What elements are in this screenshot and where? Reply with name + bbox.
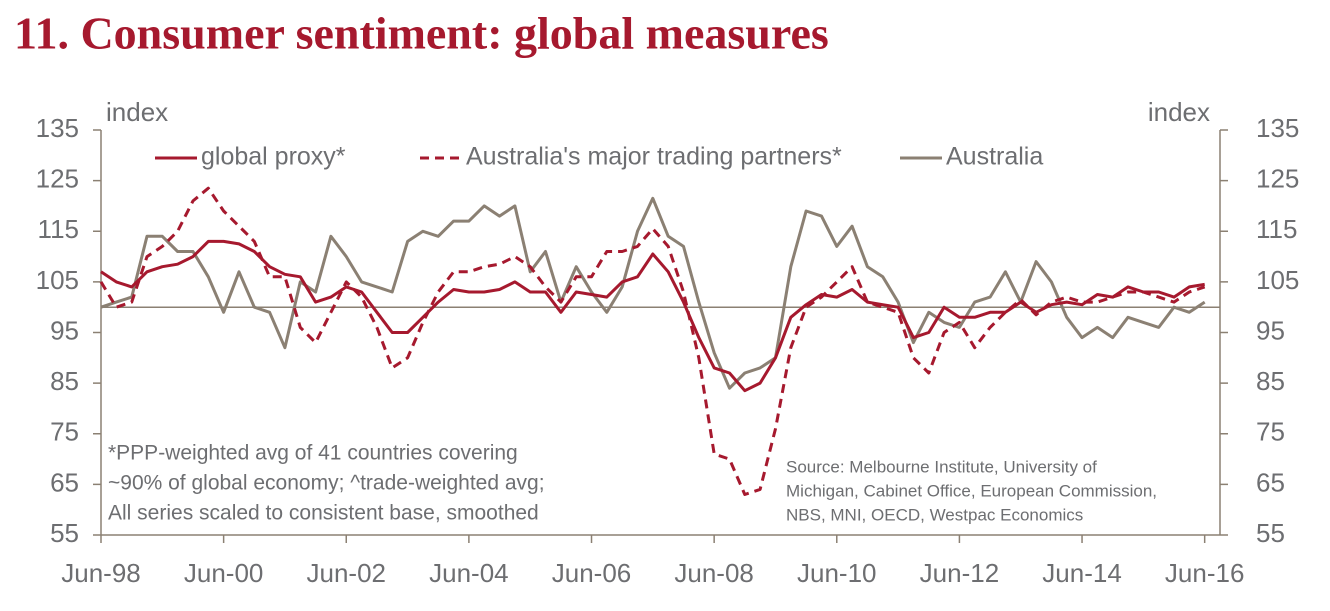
y2-tick-label: 115: [1256, 214, 1297, 244]
x-tick-label: Jun-06: [552, 558, 632, 588]
y-tick-label: 105: [36, 265, 79, 295]
y2-tick-label: 65: [1256, 467, 1285, 497]
y-tick-label: 55: [50, 518, 79, 548]
x-tick-label: Jun-04: [429, 558, 509, 588]
y-tick-label: 95: [50, 315, 79, 345]
x-tick-label: Jun-08: [674, 558, 754, 588]
note: All series scaled to consistent base, sm…: [108, 502, 539, 525]
y2-tick-label: 125: [1256, 164, 1299, 194]
y2-tick-label: 75: [1256, 417, 1285, 447]
y2-axis-label: index: [1148, 97, 1210, 127]
note: *PPP-weighted avg of 41 countries coveri…: [108, 442, 518, 465]
x-tick-label: Jun-16: [1165, 558, 1245, 588]
series-line: [100, 239, 1205, 393]
y-tick-label: 75: [50, 417, 79, 447]
y2-tick-label: 135: [1256, 113, 1299, 143]
chart-title: 11. Consumer sentiment: global measures: [14, 8, 829, 59]
source: Source: Melbourne Institute, University …: [786, 457, 1097, 476]
x-tick-label: Jun-10: [797, 558, 877, 588]
x-tick-label: Jun-14: [1042, 558, 1122, 588]
x-tick-label: Jun-00: [184, 558, 264, 588]
x-tick-label: Jun-12: [920, 558, 1000, 588]
y2-tick-label: 55: [1256, 518, 1285, 548]
x-tick-label: Jun-02: [307, 558, 387, 588]
source: NBS, MNI, OECD, Westpac Economics: [786, 505, 1083, 524]
y2-tick-label: 95: [1256, 315, 1285, 345]
y2-tick-label: 105: [1256, 265, 1299, 295]
legend-label: Australia: [946, 143, 1043, 171]
series-line: [100, 196, 1206, 390]
y-tick-label: 65: [50, 467, 79, 497]
y-tick-label: 135: [36, 113, 79, 143]
legend-label: global proxy*: [201, 143, 346, 171]
legend-label: Australia's major trading partners*: [466, 143, 842, 171]
note: ~90% of global economy; ^trade-weighted …: [108, 472, 545, 495]
y-tick-label: 125: [36, 164, 79, 194]
x-tick-label: Jun-98: [61, 558, 141, 588]
y-axis-label: index: [106, 97, 168, 127]
y-tick-label: 85: [50, 366, 79, 396]
y2-tick-label: 85: [1256, 366, 1285, 396]
y-tick-label: 115: [38, 214, 79, 244]
source: Michigan, Cabinet Office, European Commi…: [786, 481, 1157, 500]
